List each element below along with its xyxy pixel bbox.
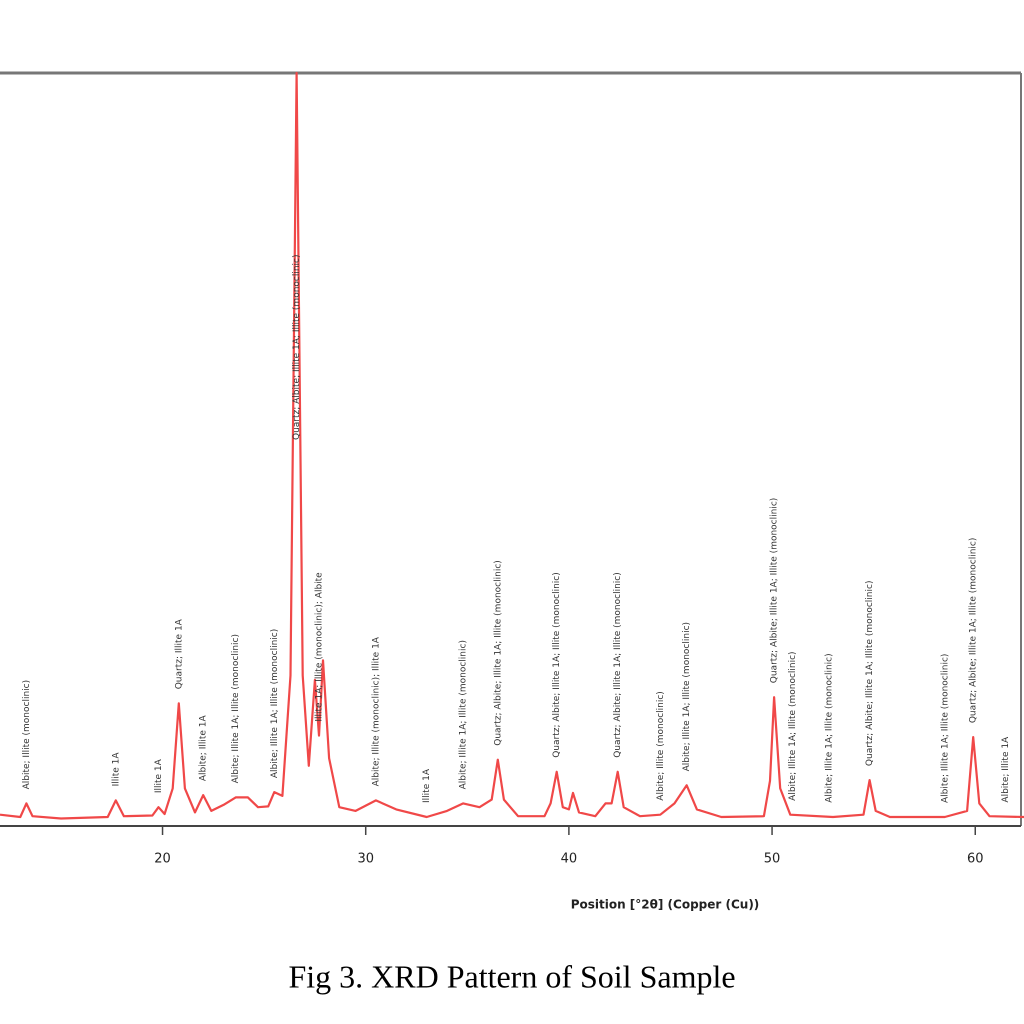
x-tick-label: 20 — [154, 852, 171, 867]
peak-label: Albite; Illite 1A; Illite (monoclinic) — [788, 651, 798, 800]
peak-label: Quartz; Albite; Illite 1A; Illite (monoc… — [292, 254, 302, 440]
caption: Fig 3. XRD Pattern of Soil Sample — [288, 958, 735, 994]
peak-label: Albite; Illite 1A; Illite (monoclinic) — [270, 629, 280, 778]
peak-label: Quartz; Albite; Illite 1A; Illite (monoc… — [613, 572, 623, 758]
peak-label: Illite 1A — [154, 758, 164, 793]
peak-label: Quartz; Albite; Illite 1A; Illite (monoc… — [770, 498, 780, 684]
xrd-line — [0, 71, 1024, 820]
peak-label: Illite 1A — [422, 768, 432, 803]
peak-label: Quartz; Albite; Illite 1A; Illite (monoc… — [493, 560, 503, 746]
peak-label: Albite; Illite 1A; Illite (monoclinic) — [459, 640, 469, 789]
peak-label: Albite; Illite (monoclinic) — [656, 691, 666, 801]
x-tick-label: 40 — [561, 852, 578, 867]
peak-label: Quartz; Albite; Illite 1A; Illite (monoc… — [969, 538, 979, 724]
x-axis-label: Position [°2θ] (Copper (Cu)) — [571, 898, 760, 912]
peak-label: Albite; Illite (monoclinic) — [22, 680, 32, 790]
x-tick-label: 60 — [967, 852, 984, 867]
peak-label: Albite; Illite 1A — [1001, 736, 1011, 803]
peak-label: Illite 1A; Illite (monoclinic); Albite — [314, 572, 324, 722]
x-tick-label: 30 — [357, 852, 374, 867]
x-tick-label: 50 — [764, 852, 781, 867]
peak-label: Albite; Illite 1A; Illite (monoclinic) — [940, 654, 950, 803]
peak-label: Albite; Illite 1A — [199, 714, 209, 781]
peak-label: Quartz; Albite; Illite 1A; Illite (monoc… — [552, 572, 562, 758]
peak-label: Albite; Illite 1A; Illite (monoclinic) — [824, 653, 834, 802]
peak-label: Albite; Illite 1A; Illite (monoclinic) — [682, 622, 692, 771]
peak-label: Albite; Illite (monoclinic); Illite 1A — [371, 636, 381, 786]
peak-label: Illite 1A — [111, 752, 121, 787]
peak-label: Quartz; Albite; Illite 1A; Illite (monoc… — [865, 581, 875, 767]
peak-label: Quartz; Illite 1A — [174, 618, 184, 689]
peak-label: Albite; Illite 1A; Illite (monoclinic) — [231, 634, 241, 783]
